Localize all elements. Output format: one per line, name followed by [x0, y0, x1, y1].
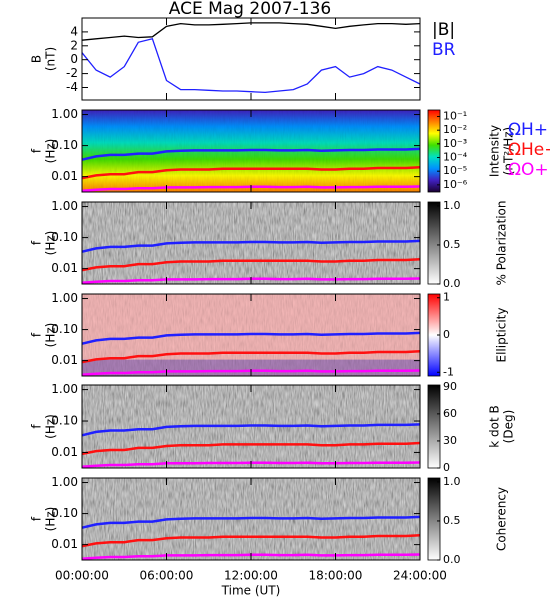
y-axis-label: f [30, 424, 44, 429]
gyrofrequency-line [81, 441, 421, 456]
x-tick-label: 00:00:00 [55, 569, 109, 583]
gyrofrequency-line [81, 258, 421, 272]
y-tick-label: -4 [66, 80, 78, 94]
colorbar-tick-label: 10⁻⁵ [443, 164, 467, 177]
colorbar-tick-label: 10⁻⁶ [443, 178, 468, 191]
colorbar-tick-label: 10⁻⁴ [443, 151, 468, 164]
colorbar-tick-label: 1.0 [443, 475, 461, 488]
y-tick-label: 0.01 [51, 353, 78, 367]
colorbar-tick-label: 1 [443, 291, 450, 304]
colorbar-tick-label: 0 [443, 328, 450, 341]
colorbar-tick-label: 0.0 [443, 277, 461, 290]
y-axis-label: f [30, 240, 44, 245]
colorbar-tick-label: 0.5 [443, 238, 461, 251]
y-axis-label: (Hz) [44, 507, 58, 532]
gyrofrequency-line [81, 331, 421, 345]
colorbar-tick-label: 10⁻² [443, 123, 467, 136]
y-tick-label: 1.00 [51, 291, 78, 305]
gyrofrequency-line [81, 350, 421, 364]
colorbar-label: Ellipticity [495, 308, 509, 363]
colorbar-label: (nT²/Hz) [502, 127, 516, 175]
y-axis-label: f [30, 148, 44, 153]
colorbar-label: % Polarization [495, 201, 509, 286]
y-tick-label: 0.01 [51, 537, 78, 551]
gyrofrequency-line [81, 166, 421, 180]
colorbar-label: Coherency [495, 487, 509, 551]
y-axis-label: f [30, 516, 44, 521]
y-tick-label: 0.01 [51, 261, 78, 275]
y-tick-label: 0.01 [51, 169, 78, 183]
y-tick-label: 1.00 [51, 107, 78, 121]
colorbar-tick-label: 0 [443, 461, 450, 474]
y-axis-label: (Hz) [44, 231, 58, 256]
colorbar-tick-label: 60 [443, 407, 457, 420]
legend-label: BR [432, 40, 456, 60]
gyrofrequency-line [81, 534, 421, 548]
data-line [81, 22, 421, 41]
colorbar [427, 109, 441, 193]
y-axis-label: (Hz) [44, 323, 58, 348]
colorbar-label: (Deg) [502, 410, 516, 444]
gyrofrequency-line [81, 147, 421, 161]
gyrofrequency-line [81, 239, 421, 253]
data-line [81, 38, 421, 94]
colorbar [427, 384, 441, 469]
y-axis-label: B [30, 55, 44, 63]
y-tick-label: 1.00 [51, 382, 78, 396]
y-tick-label: 0.10 [51, 138, 78, 152]
y-axis-label: f [30, 332, 44, 337]
colorbar-tick-label: 10⁻³ [443, 137, 467, 150]
colorbar-label: Intensity [488, 125, 502, 177]
y-tick-label: 0.10 [51, 506, 78, 520]
y-tick-label: 4 [70, 24, 78, 38]
y-axis-label: (Hz) [44, 414, 58, 439]
y-tick-label: 0.10 [51, 322, 78, 336]
colorbar-tick-label: 30 [443, 434, 457, 447]
panel-frame [81, 17, 421, 101]
y-axis-label: (nT) [44, 47, 58, 71]
colorbar [427, 477, 441, 561]
y-tick-label: 0 [70, 52, 78, 66]
y-tick-label: 1.00 [51, 199, 78, 213]
y-tick-label: 1.00 [51, 475, 78, 489]
colorbar-tick-label: 0.0 [443, 553, 461, 566]
colorbar-tick-label: 10⁻¹ [443, 110, 467, 123]
x-tick-label: 12:00:00 [224, 569, 278, 583]
y-tick-label: 2 [70, 38, 78, 52]
colorbar-tick-label: 1.0 [443, 199, 461, 212]
legend-label: ΩO+ [508, 160, 549, 180]
gyrofrequency-line [81, 423, 421, 437]
colorbar-tick-label: -1 [443, 365, 454, 378]
y-tick-label: 0.10 [51, 230, 78, 244]
x-axis-label: Time (UT) [221, 584, 281, 598]
colorbar-label: k dot B [488, 405, 502, 447]
legend-label: ΩHe+ [508, 140, 550, 160]
x-tick-label: 18:00:00 [309, 569, 363, 583]
x-tick-label: 06:00:00 [140, 569, 194, 583]
colorbar-tick-label: 0.5 [443, 514, 461, 527]
y-tick-label: 0.01 [51, 445, 78, 459]
gyrofrequency-line [81, 515, 421, 529]
colorbar-tick-label: 90 [443, 380, 457, 393]
chart-title: ACE Mag 2007-136 [169, 0, 331, 19]
legend-label: |B| [432, 20, 455, 40]
y-tick-label: -2 [66, 66, 78, 80]
y-axis-label: (Hz) [44, 139, 58, 164]
colorbar [427, 201, 441, 285]
x-tick-label: 24:00:00 [393, 569, 447, 583]
legend-label: ΩH+ [508, 120, 548, 140]
y-tick-label: 0.10 [51, 414, 78, 428]
